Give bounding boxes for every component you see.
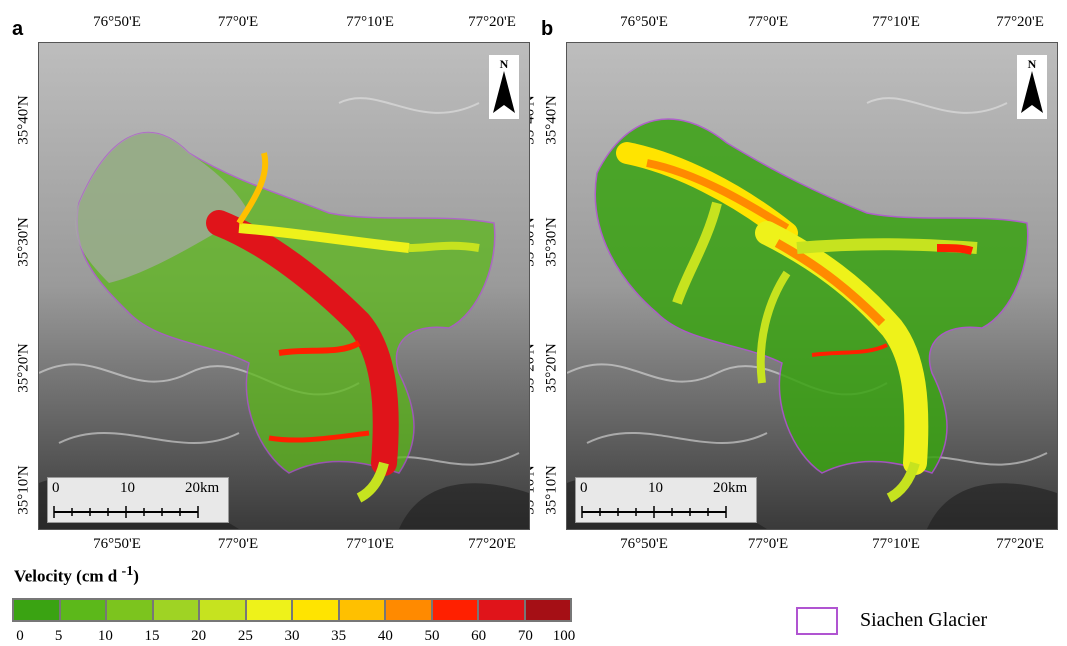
scale-label: 20km (713, 480, 748, 496)
lon-bottom-label: 77°20'E (996, 536, 1044, 552)
legend-swatch (153, 600, 200, 620)
legend-swatch (339, 600, 386, 620)
velocity-map-b (567, 43, 1057, 529)
lon-bottom-label: 77°10'E (346, 536, 394, 552)
lon-bottom-label: 77°0'E (747, 536, 789, 552)
scale-label: 0 (52, 480, 60, 496)
lon-top-label: 77°10'E (346, 14, 394, 30)
legend-swatch (14, 600, 61, 620)
lat-left-label: 35°40'N (15, 95, 32, 145)
lon-top-label: 76°50'E (620, 14, 668, 30)
map-panel-b: N 0 10 20km (566, 42, 1058, 530)
lon-top-label: 77°0'E (217, 14, 259, 30)
legend-swatch (60, 600, 107, 620)
glacier-outline-swatch (796, 607, 838, 635)
legend-swatch (200, 600, 247, 620)
map-panel-a: N 0 10 20km (38, 42, 530, 530)
legend-title: Velocity (cm d -1) (14, 563, 139, 587)
lon-bottom-label: 77°10'E (872, 536, 920, 552)
legend-title-text: Velocity (cm d (14, 566, 122, 586)
lat-left-label: 35°10'N (15, 465, 32, 515)
lat-left-label: 35°20'N (15, 343, 32, 393)
north-arrow-icon (1021, 71, 1043, 113)
legend-swatch (479, 600, 526, 620)
lon-top-label: 76°50'E (93, 14, 141, 30)
lon-top-label: 77°20'E (468, 14, 516, 30)
scale-label: 0 (580, 480, 588, 496)
lon-bottom-label: 76°50'E (93, 536, 141, 552)
legend-swatch (432, 600, 479, 620)
north-arrow-icon (493, 71, 515, 113)
lon-top-label: 77°0'E (747, 14, 789, 30)
panel-b-letter: b (541, 18, 554, 40)
legend-tick-label: 20 (191, 628, 207, 644)
legend-tick-label: 50 (424, 628, 440, 644)
legend-swatch (107, 600, 154, 620)
scale-ruler (581, 506, 727, 518)
lon-bottom-label: 77°0'E (217, 536, 259, 552)
legend-tick-label: 40 (377, 628, 393, 644)
glacier-outline-label: Siachen Glacier (860, 609, 988, 631)
scale-bar: 0 10 20km (575, 477, 757, 523)
legend-tick-label: 15 (144, 628, 160, 644)
legend-swatch (246, 600, 293, 620)
legend-tick-label: 100 (552, 628, 576, 644)
lat-left-label: 35°30'N (543, 217, 560, 267)
legend-title-sup: -1 (121, 563, 134, 579)
north-label: N (499, 57, 509, 71)
north-arrow: N (1017, 55, 1047, 119)
scale-label: 10 (120, 480, 135, 496)
legend-tick-label: 35 (331, 628, 347, 644)
legend-tick-label: 25 (237, 628, 253, 644)
legend-swatch (293, 600, 340, 620)
lat-left-label: 35°30'N (15, 217, 32, 267)
scale-ruler (53, 506, 199, 518)
legend-swatch (525, 600, 570, 620)
scale-label: 20km (185, 480, 220, 496)
north-label: N (1027, 57, 1037, 71)
legend-tick-label: 60 (471, 628, 487, 644)
lon-bottom-label: 76°50'E (620, 536, 668, 552)
legend-tick-label: 10 (97, 628, 113, 644)
velocity-map-a (39, 43, 529, 529)
legend-title-end: ) (133, 566, 139, 586)
legend-swatch (386, 600, 433, 620)
lon-top-label: 77°10'E (872, 14, 920, 30)
lat-left-label: 35°10'N (543, 465, 560, 515)
lat-left-label: 35°20'N (543, 343, 560, 393)
lon-top-label: 77°20'E (996, 14, 1044, 30)
legend-tick-label: 30 (284, 628, 300, 644)
north-arrow: N (489, 55, 519, 119)
legend-tick-label: 5 (54, 628, 63, 644)
panel-a-letter: a (12, 18, 24, 40)
lat-left-label: 35°40'N (543, 95, 560, 145)
lon-bottom-label: 77°20'E (468, 536, 516, 552)
scale-label: 10 (648, 480, 663, 496)
legend-tick-label: 0 (16, 628, 24, 644)
scale-bar: 0 10 20km (47, 477, 229, 523)
velocity-color-ramp (12, 598, 572, 622)
legend-tick-label: 70 (517, 628, 533, 644)
